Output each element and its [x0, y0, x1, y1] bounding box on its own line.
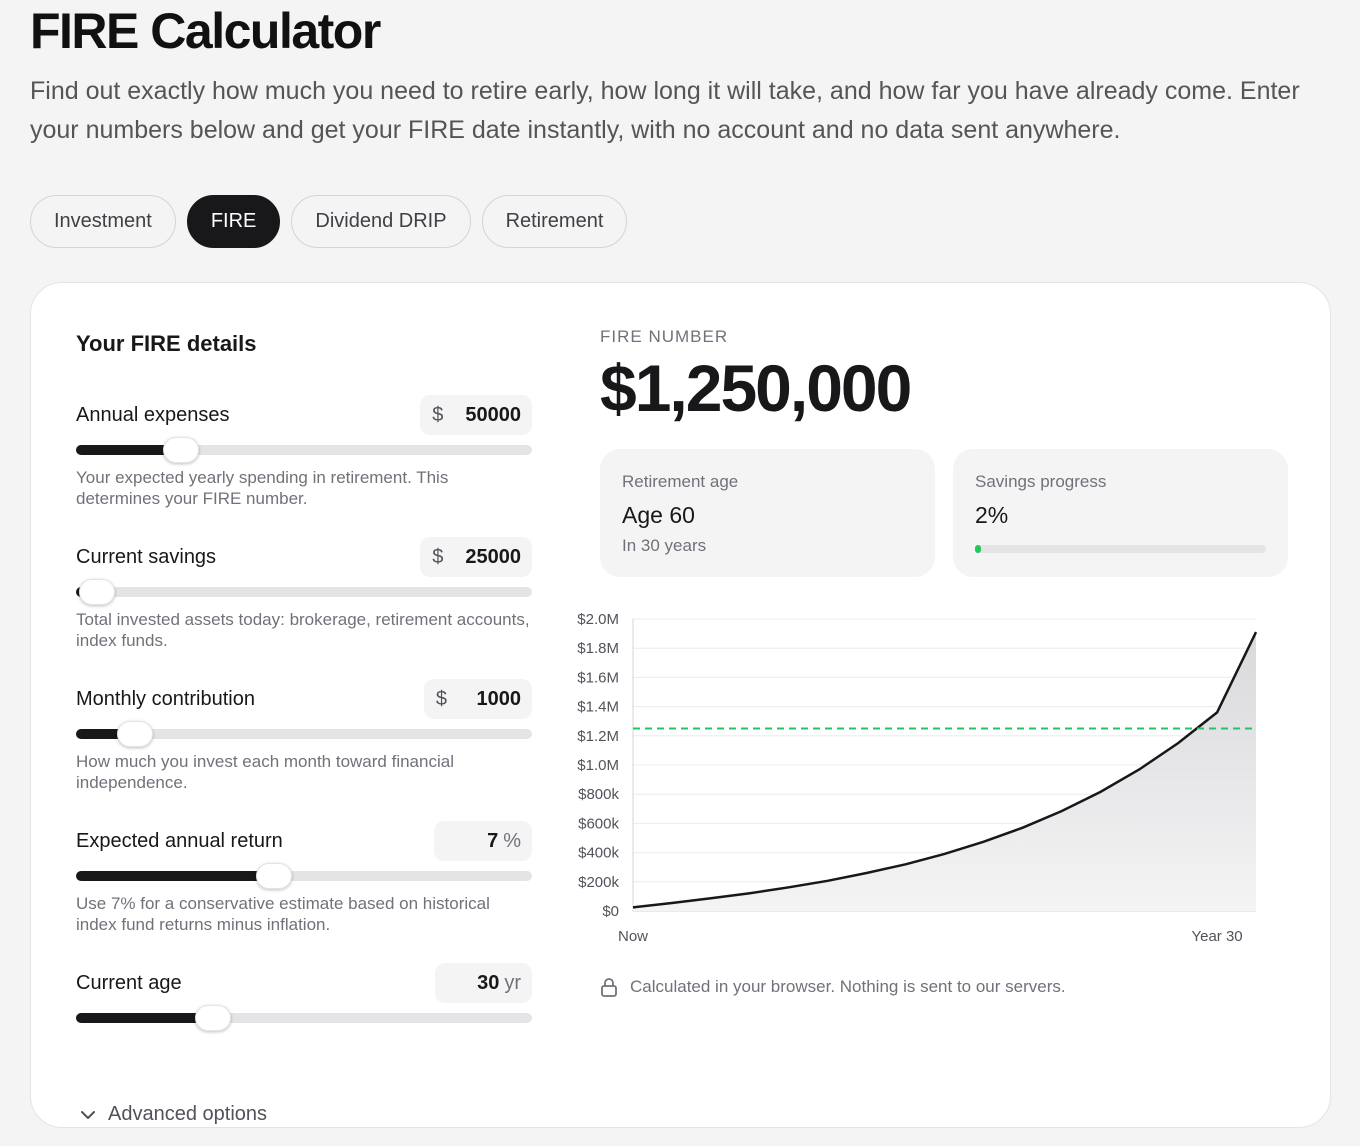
percent-suffix: %: [503, 829, 521, 852]
intro-text: Find out exactly how much you need to re…: [30, 77, 1300, 144]
y-tick-label: $400k: [578, 845, 619, 862]
field-help: How much you invest each month toward fi…: [76, 752, 454, 792]
input-value: 25000: [465, 545, 521, 568]
input-value: 7: [487, 829, 499, 852]
y-tick-label: $2.0M: [577, 611, 619, 628]
annual-expenses-input[interactable]: $ 50000: [420, 395, 532, 435]
current-savings-input[interactable]: $ 25000: [420, 537, 532, 577]
dollar-prefix: $: [435, 687, 447, 710]
current-age-slider[interactable]: [76, 1005, 532, 1031]
monthly-contribution-slider[interactable]: [76, 721, 532, 747]
field-help: Your expected yearly spending in retirem…: [76, 468, 449, 508]
slider-fill: [76, 729, 136, 739]
calculator-card: Your FIRE details Annual expenses $ 5000…: [30, 282, 1331, 1128]
y-tick-label: $800k: [578, 786, 619, 803]
current-savings-slider[interactable]: [76, 579, 532, 605]
years-suffix: yr: [504, 971, 521, 994]
privacy-note-text: Calculated in your browser. Nothing is s…: [630, 977, 1066, 996]
stat-label: Savings progress: [975, 472, 1107, 491]
field-label: Monthly contribution: [76, 687, 255, 710]
area-fill: [633, 632, 1256, 911]
field-current-savings: Current savings $ 25000 Total invested a…: [76, 537, 532, 651]
y-tick-label: $0: [602, 903, 619, 920]
field-annual-expenses: Annual expenses $ 50000 Your expected ye…: [76, 395, 532, 509]
slider-thumb[interactable]: [194, 1005, 231, 1031]
input-value: 30: [477, 971, 500, 994]
growth-chart: $0 $200k $400k $600k $800k $1.0M $1.2M $1.4M $1.…: [577, 611, 1258, 945]
input-value: 1000: [476, 687, 522, 710]
field-label: Current savings: [76, 545, 217, 568]
lock-icon: [601, 978, 617, 997]
y-tick-label: $1.2M: [577, 728, 619, 745]
slider-fill: [76, 1013, 213, 1023]
slider-fill: [76, 871, 275, 881]
annual-return-input[interactable]: 7 %: [434, 821, 532, 861]
savings-progress-value: 2%: [975, 502, 1009, 528]
advanced-options-label: Advanced options: [108, 1103, 268, 1125]
y-tick-label: $1.8M: [577, 640, 619, 657]
field-help: Total invested assets today: brokerage, …: [76, 610, 530, 650]
field-current-age: Current age 30 yr: [76, 963, 532, 1031]
annual-return-slider[interactable]: [76, 863, 532, 889]
current-age-input[interactable]: 30 yr: [435, 963, 532, 1003]
privacy-note: Calculated in your browser. Nothing is s…: [600, 977, 1066, 997]
dollar-prefix: $: [432, 545, 444, 568]
tab-dividend-drip[interactable]: Dividend DRIP: [291, 195, 471, 248]
monthly-contribution-input[interactable]: $ 1000: [423, 679, 532, 719]
retirement-age-card: Retirement age Age 60 In 30 years: [600, 449, 935, 577]
y-tick-label: $600k: [578, 815, 619, 832]
field-annual-return: Expected annual return 7 % Use 7% for a …: [76, 821, 532, 935]
x-tick-label: Year 30: [1191, 928, 1242, 945]
x-tick-label: Now: [618, 928, 648, 945]
fire-details-form: Your FIRE details Annual expenses $ 5000…: [76, 331, 532, 1125]
y-tick-label: $1.6M: [577, 669, 619, 686]
savings-progress-bar: [975, 545, 1266, 553]
input-value: 50000: [465, 403, 521, 426]
slider-thumb[interactable]: [256, 863, 293, 889]
field-label: Current age: [76, 971, 182, 994]
slider-thumb[interactable]: [78, 579, 115, 605]
results-panel: FIRE NUMBER $1,250,000 Retirement age Ag…: [577, 327, 1288, 997]
field-label: Annual expenses: [76, 403, 230, 426]
page-title: FIRE Calculator: [30, 3, 381, 59]
portfolio-line: [632, 631, 1258, 909]
fire-number-label: FIRE NUMBER: [600, 327, 729, 346]
advanced-options-toggle[interactable]: Advanced options: [76, 1103, 267, 1126]
progress-fill: [975, 545, 981, 553]
dollar-prefix: $: [432, 403, 444, 426]
savings-progress-card: Savings progress 2%: [953, 449, 1288, 577]
stat-label: Retirement age: [622, 472, 739, 491]
slider-fill: [76, 445, 181, 455]
field-monthly-contribution: Monthly contribution $ 1000 How much you…: [76, 679, 532, 793]
tab-investment[interactable]: Investment: [30, 195, 176, 248]
field-help: Use 7% for a conservative estimate based…: [76, 894, 490, 934]
chevron-down-icon: [81, 1110, 95, 1119]
retirement-age-value: Age 60: [622, 502, 695, 528]
slider-thumb[interactable]: [162, 437, 199, 463]
slider-thumb[interactable]: [117, 721, 154, 747]
field-label: Expected annual return: [76, 829, 283, 852]
calculator-tabs: Investment FIRE Dividend DRIP Retirement: [30, 195, 628, 248]
y-tick-label: $200k: [578, 874, 619, 891]
tab-retirement[interactable]: Retirement: [481, 195, 628, 248]
fire-number-value: $1,250,000: [600, 351, 912, 425]
y-tick-label: $1.0M: [577, 757, 619, 774]
tab-fire[interactable]: FIRE: [186, 195, 281, 248]
years-to-retirement: In 30 years: [622, 536, 707, 555]
y-tick-label: $1.4M: [577, 699, 619, 716]
form-title: Your FIRE details: [76, 331, 257, 356]
annual-expenses-slider[interactable]: [76, 437, 532, 463]
